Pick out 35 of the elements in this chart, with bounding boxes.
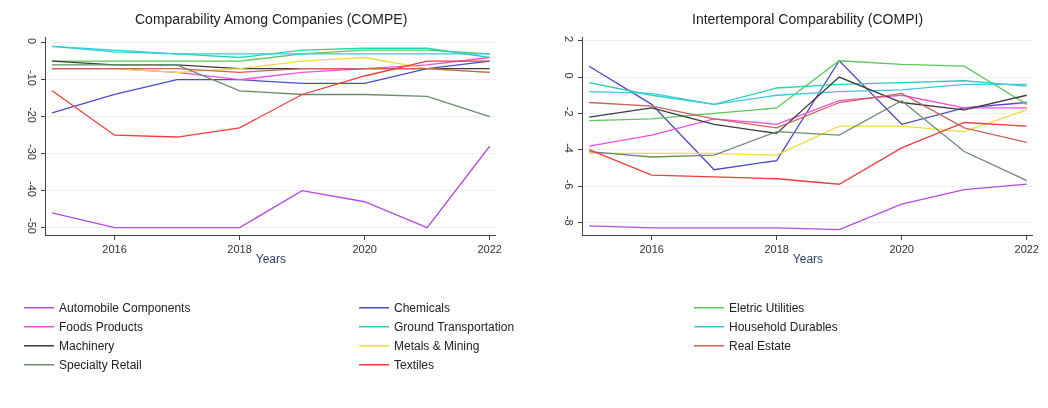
legend-label: Automobile Components [59, 301, 191, 316]
legend-label: Household Durables [729, 320, 838, 335]
legend-label: Chemicals [394, 301, 451, 316]
y-tick-label: 2 [562, 36, 575, 43]
x-tick-label: 2016 [639, 243, 664, 256]
x-tick-label: 2022 [1014, 243, 1039, 256]
y-tick-label: -30 [25, 144, 38, 160]
x-tick-label: 2016 [102, 243, 127, 256]
legend-label: Real Estate [729, 339, 792, 354]
y-tick-label: -20 [25, 107, 38, 123]
y-tick-label: -50 [25, 218, 38, 234]
legend-label: Machinery [59, 339, 115, 354]
y-tick-label: -10 [25, 70, 38, 86]
x-tick-label: 2020 [889, 243, 914, 256]
chart-title: Comparability Among Companies (COMPE) [135, 11, 408, 27]
y-tick-label: -8 [562, 215, 575, 226]
x-axis-title: Years [255, 252, 286, 267]
y-tick-label: 0 [562, 72, 575, 79]
legend-label: Textiles [394, 358, 435, 373]
x-axis-title: Years [792, 252, 824, 267]
y-tick-label: -6 [562, 179, 575, 190]
x-tick-label: 2020 [352, 243, 377, 256]
y-tick-label: -4 [562, 143, 575, 153]
y-tick-label: -2 [562, 106, 575, 117]
x-tick-label: 2018 [227, 243, 252, 256]
x-tick-label: 2018 [764, 243, 789, 256]
legend-label: Specialty Retail [59, 358, 142, 373]
y-tick-label: 0 [25, 38, 38, 45]
legend-label: Ground Transportation [394, 320, 515, 335]
chart-title: Intertemporal Comparability (COMPI) [692, 11, 924, 27]
legend-label: Eletric Utilities [729, 301, 805, 316]
legend-label: Metals & Mining [394, 339, 480, 354]
x-tick-label: 2022 [477, 243, 502, 256]
y-tick-label: -40 [25, 181, 38, 197]
legend-label: Foods Products [59, 320, 144, 335]
